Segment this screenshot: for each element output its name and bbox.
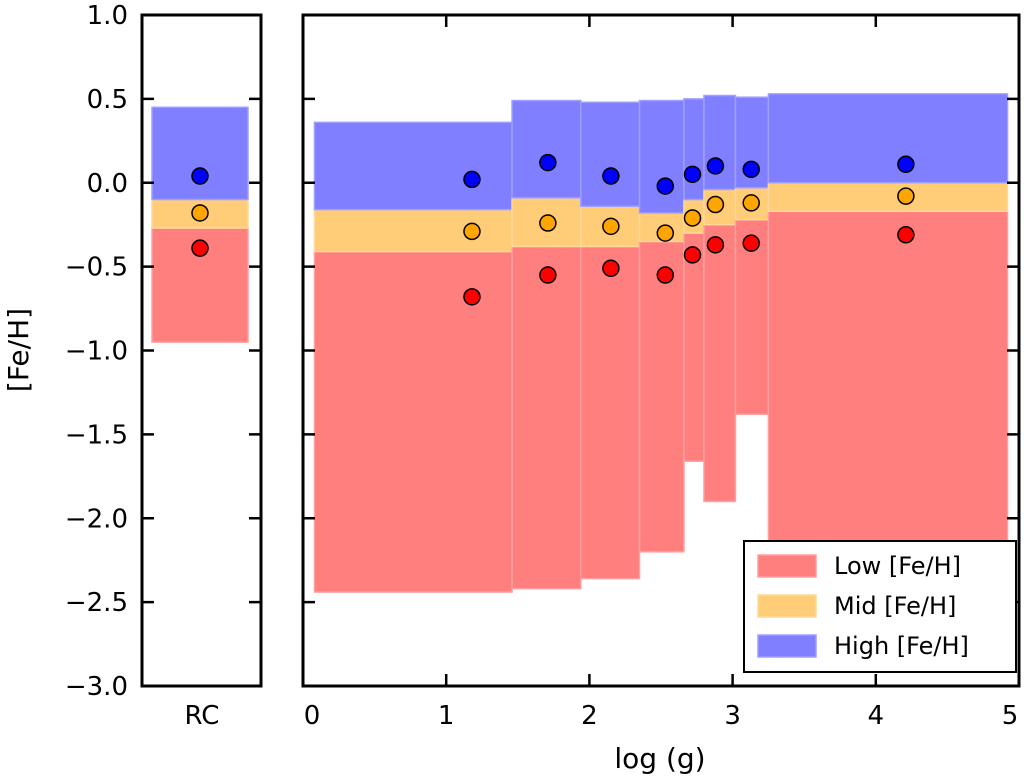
band-low-bin-8 xyxy=(767,210,1009,570)
point-high-bin-2 xyxy=(539,153,557,172)
median-points-layer xyxy=(191,153,915,306)
y-axis-label: [Fe/H] xyxy=(2,308,35,392)
band-low-bin-2 xyxy=(511,245,582,590)
rc-band-high xyxy=(151,106,249,201)
x-axis-label: log (g) xyxy=(614,742,705,775)
rc-point-high xyxy=(191,167,209,185)
point-low-bin-7 xyxy=(742,234,760,252)
band-high-bin-2 xyxy=(511,99,582,199)
legend-swatch-mid xyxy=(757,594,817,618)
x-tick-label: 1 xyxy=(438,701,455,731)
point-low-bin-1 xyxy=(463,288,481,306)
point-low-bin-8 xyxy=(897,226,915,244)
x-tick-label: 0 xyxy=(304,701,321,731)
point-low-bin-4 xyxy=(656,266,675,284)
legend-label-high: High [Fe/H] xyxy=(834,632,969,660)
legend-swatch-low xyxy=(757,554,817,578)
point-high-bin-7 xyxy=(742,160,760,179)
point-mid-bin-3 xyxy=(602,217,620,236)
legend-swatch-high xyxy=(757,634,817,658)
point-mid-bin-8 xyxy=(897,187,915,205)
band-low-bin-5 xyxy=(683,232,705,462)
point-mid-bin-4 xyxy=(656,224,675,242)
band-high-bin-1 xyxy=(313,121,513,211)
point-high-bin-6 xyxy=(706,157,725,175)
band-low-bin-3 xyxy=(580,245,641,580)
y-tick-label: −2.0 xyxy=(65,504,128,534)
x-tick-labels: 0 1 2 3 4 5 xyxy=(304,701,1019,731)
legend-label-low: Low [Fe/H] xyxy=(834,552,961,580)
y-tick-label: −2.5 xyxy=(65,588,128,618)
rc-tick-label: RC xyxy=(185,701,220,731)
y-tick-label: −1.0 xyxy=(65,337,128,367)
point-low-bin-3 xyxy=(602,259,620,278)
y-tick-label: 0.0 xyxy=(87,169,128,199)
rc-point-low xyxy=(191,239,209,257)
point-high-bin-1 xyxy=(463,170,481,189)
y-tick-label: −3.0 xyxy=(65,672,128,702)
point-mid-bin-2 xyxy=(539,214,557,232)
x-tick-label: 3 xyxy=(724,701,741,731)
x-tick-label: 5 xyxy=(1002,701,1019,731)
band-low-bin-6 xyxy=(703,223,737,503)
band-mid-bin-1 xyxy=(313,208,513,253)
rc-bands-layer xyxy=(151,106,249,343)
band-high-bin-4 xyxy=(638,99,685,214)
point-high-bin-5 xyxy=(683,165,702,184)
y-tick-label: 1.0 xyxy=(87,1,128,31)
main-bands-layer xyxy=(313,93,1009,593)
x-tick-label: 2 xyxy=(581,701,598,731)
band-high-bin-5 xyxy=(683,98,705,201)
band-high-bin-8 xyxy=(767,93,1009,184)
band-mid-bin-8 xyxy=(767,182,1009,213)
point-low-bin-5 xyxy=(683,246,702,264)
rc-point-mid xyxy=(191,204,209,222)
y-tick-label: −1.5 xyxy=(65,420,128,450)
main-panel-frame xyxy=(301,13,1021,688)
band-low-bin-4 xyxy=(638,240,685,553)
point-high-bin-8 xyxy=(897,155,915,174)
y-tick-label: 0.5 xyxy=(87,85,128,115)
point-low-bin-6 xyxy=(706,236,725,254)
band-low-bin-7 xyxy=(734,218,770,415)
band-low-bin-1 xyxy=(313,250,513,593)
y-tick-labels: 1.0 0.5 0.0 −0.5 −1.0 −1.5 −2.0 −2.5 −3.0 xyxy=(65,1,128,702)
point-high-bin-3 xyxy=(602,167,620,185)
point-mid-bin-5 xyxy=(683,209,702,227)
legend: Low [Fe/H] Mid [Fe/H] High [Fe/H] xyxy=(743,540,1017,673)
legend-label-mid: Mid [Fe/H] xyxy=(834,592,956,620)
point-mid-bin-6 xyxy=(706,195,725,214)
point-mid-bin-1 xyxy=(463,222,481,241)
point-high-bin-4 xyxy=(656,177,675,195)
point-low-bin-2 xyxy=(539,266,557,284)
rc-panel-frame xyxy=(140,13,263,688)
band-high-bin-6 xyxy=(703,94,737,191)
point-mid-bin-7 xyxy=(742,194,760,212)
y-tick-label: −0.5 xyxy=(65,253,128,283)
x-tick-label: 4 xyxy=(868,701,885,731)
band-high-bin-3 xyxy=(580,101,641,207)
